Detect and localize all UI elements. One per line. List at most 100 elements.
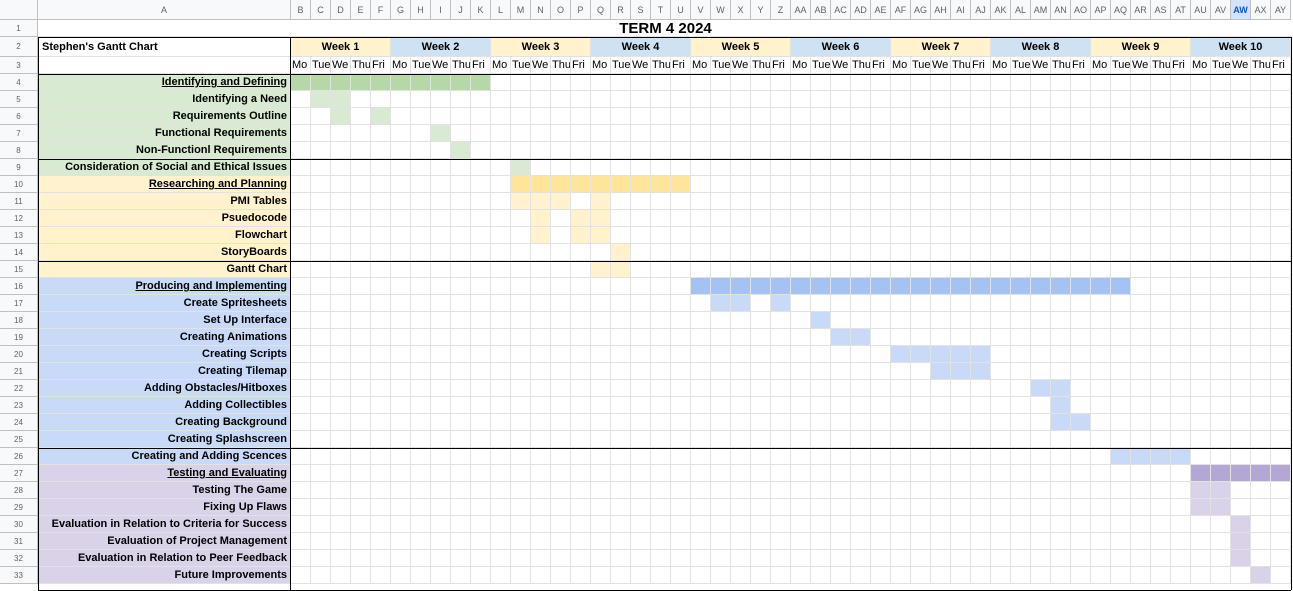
column-header-b[interactable]: B bbox=[291, 0, 311, 20]
cell[interactable] bbox=[831, 261, 851, 278]
cell[interactable] bbox=[651, 193, 671, 210]
cell[interactable] bbox=[811, 295, 831, 312]
cell[interactable] bbox=[791, 380, 811, 397]
cell[interactable] bbox=[431, 346, 451, 363]
cell[interactable] bbox=[911, 567, 931, 584]
cell[interactable] bbox=[1091, 533, 1111, 550]
cell[interactable] bbox=[971, 516, 991, 533]
cell[interactable] bbox=[971, 210, 991, 227]
cell[interactable] bbox=[511, 312, 531, 329]
cell[interactable] bbox=[1091, 482, 1111, 499]
cell[interactable] bbox=[671, 108, 691, 125]
task-bar-cell[interactable] bbox=[931, 363, 951, 380]
cell[interactable] bbox=[871, 431, 891, 448]
cell[interactable] bbox=[1011, 193, 1031, 210]
cell[interactable] bbox=[291, 431, 311, 448]
cell[interactable] bbox=[1211, 380, 1231, 397]
column-header-t[interactable]: T bbox=[651, 0, 671, 20]
cell[interactable] bbox=[611, 465, 631, 482]
cell[interactable] bbox=[811, 482, 831, 499]
column-header-f[interactable]: F bbox=[371, 0, 391, 20]
cell[interactable] bbox=[851, 176, 871, 193]
cell[interactable] bbox=[631, 210, 651, 227]
cell[interactable] bbox=[791, 210, 811, 227]
cell[interactable] bbox=[771, 329, 791, 346]
section-bar-cell[interactable] bbox=[391, 74, 411, 91]
cell[interactable] bbox=[1071, 193, 1091, 210]
cell[interactable] bbox=[371, 533, 391, 550]
cell[interactable] bbox=[751, 91, 771, 108]
cell[interactable] bbox=[671, 329, 691, 346]
column-header-ao[interactable]: AO bbox=[1071, 0, 1091, 20]
cell[interactable] bbox=[1051, 261, 1071, 278]
cell[interactable] bbox=[471, 363, 491, 380]
row-header-10[interactable]: 10 bbox=[0, 176, 38, 193]
cell[interactable] bbox=[871, 363, 891, 380]
cell[interactable] bbox=[731, 142, 751, 159]
column-header-ap[interactable]: AP bbox=[1091, 0, 1111, 20]
cell[interactable] bbox=[491, 329, 511, 346]
cell[interactable] bbox=[351, 91, 371, 108]
cell[interactable] bbox=[311, 125, 331, 142]
cell[interactable] bbox=[391, 363, 411, 380]
cell[interactable] bbox=[431, 397, 451, 414]
cell[interactable] bbox=[291, 499, 311, 516]
task-bar-cell[interactable] bbox=[611, 261, 631, 278]
cell[interactable] bbox=[771, 193, 791, 210]
cell[interactable] bbox=[831, 482, 851, 499]
cell[interactable] bbox=[791, 227, 811, 244]
cell[interactable] bbox=[351, 278, 371, 295]
task-bar-cell[interactable] bbox=[331, 108, 351, 125]
cell[interactable] bbox=[1071, 550, 1091, 567]
row-header-23[interactable]: 23 bbox=[0, 397, 38, 414]
cell[interactable] bbox=[791, 448, 811, 465]
cell[interactable] bbox=[911, 533, 931, 550]
cell[interactable] bbox=[911, 108, 931, 125]
cell[interactable] bbox=[1211, 125, 1231, 142]
cell[interactable] bbox=[1051, 329, 1071, 346]
task-bar-cell[interactable] bbox=[1151, 448, 1171, 465]
cell[interactable] bbox=[771, 567, 791, 584]
cell[interactable] bbox=[871, 244, 891, 261]
cell[interactable] bbox=[891, 533, 911, 550]
cell[interactable] bbox=[1051, 312, 1071, 329]
cell[interactable] bbox=[771, 159, 791, 176]
cell[interactable] bbox=[291, 295, 311, 312]
cell[interactable] bbox=[571, 278, 591, 295]
cell[interactable] bbox=[1271, 74, 1291, 91]
cell[interactable] bbox=[1151, 91, 1171, 108]
cell[interactable] bbox=[551, 482, 571, 499]
cell[interactable] bbox=[291, 329, 311, 346]
cell[interactable] bbox=[1171, 380, 1191, 397]
cell[interactable] bbox=[851, 261, 871, 278]
cell[interactable] bbox=[1091, 448, 1111, 465]
cell[interactable] bbox=[1051, 516, 1071, 533]
cell[interactable] bbox=[1251, 414, 1271, 431]
cell[interactable] bbox=[491, 465, 511, 482]
cell[interactable] bbox=[1251, 533, 1271, 550]
column-header-ae[interactable]: AE bbox=[871, 0, 891, 20]
cell[interactable] bbox=[631, 193, 651, 210]
cell[interactable] bbox=[691, 346, 711, 363]
cell[interactable] bbox=[491, 312, 511, 329]
cell[interactable] bbox=[1171, 312, 1191, 329]
section-bar-cell[interactable] bbox=[531, 176, 551, 193]
cell[interactable] bbox=[471, 210, 491, 227]
cell[interactable] bbox=[1231, 176, 1251, 193]
section-bar-cell[interactable] bbox=[451, 74, 471, 91]
cell[interactable] bbox=[751, 244, 771, 261]
cell[interactable] bbox=[671, 227, 691, 244]
cell[interactable] bbox=[1271, 176, 1291, 193]
cell[interactable] bbox=[431, 448, 451, 465]
task-bar-cell[interactable] bbox=[571, 227, 591, 244]
cell[interactable] bbox=[1131, 108, 1151, 125]
cell[interactable] bbox=[1131, 567, 1151, 584]
cell[interactable] bbox=[891, 142, 911, 159]
cell[interactable] bbox=[651, 499, 671, 516]
cell[interactable] bbox=[351, 210, 371, 227]
cell[interactable] bbox=[671, 159, 691, 176]
cell[interactable] bbox=[1251, 142, 1271, 159]
section-bar-cell[interactable] bbox=[431, 74, 451, 91]
cell[interactable] bbox=[851, 550, 871, 567]
cell[interactable] bbox=[1071, 516, 1091, 533]
